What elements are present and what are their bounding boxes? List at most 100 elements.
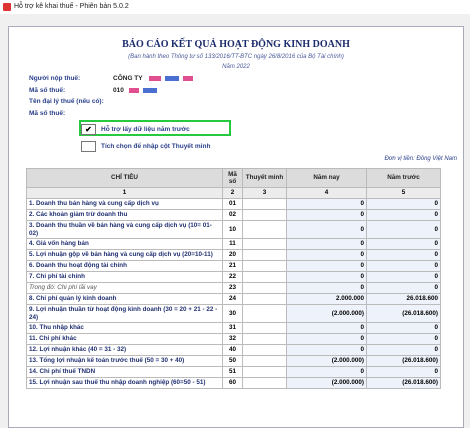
title-bar: Hỗ trợ kê khai thuế - Phiên bản 5.0.2 xyxy=(0,0,470,14)
amount-cell[interactable]: 0 xyxy=(366,344,441,356)
column-number: 5 xyxy=(366,187,441,199)
note-cell[interactable] xyxy=(242,282,287,294)
row-label: 11. Chi phí khác xyxy=(26,333,223,345)
row-code: 23 xyxy=(222,282,243,294)
row-label: 15. Lợi nhuận sau thuế thu nhập doanh ng… xyxy=(26,377,223,389)
row-label: 9. Lợi nhuận thuần từ hoạt động kinh doa… xyxy=(26,304,223,323)
checkbox[interactable]: ✔ xyxy=(81,124,96,135)
amount-cell[interactable]: 0 xyxy=(286,333,367,345)
redaction xyxy=(143,88,157,93)
row-code: 11 xyxy=(222,238,243,250)
row-label: 14. Chi phí thuế TNDN xyxy=(26,366,223,378)
note-cell[interactable] xyxy=(242,220,287,239)
table-row: 13. Tổng lợi nhuận kế toán trước thuế (5… xyxy=(26,355,441,367)
note-cell[interactable] xyxy=(242,333,287,345)
amount-cell[interactable]: 0 xyxy=(366,198,441,210)
note-cell[interactable] xyxy=(242,238,287,250)
amount-cell[interactable]: 0 xyxy=(366,282,441,294)
note-cell[interactable] xyxy=(242,209,287,221)
amount-cell[interactable]: 0 xyxy=(286,366,367,378)
amount-cell[interactable]: 0 xyxy=(366,209,441,221)
amount-cell[interactable]: 0 xyxy=(286,209,367,221)
table-row: 14. Chi phí thuế TNDN 51 0 0 xyxy=(26,366,441,378)
amount-cell[interactable]: (2.000.000) xyxy=(286,377,367,389)
note-cell[interactable] xyxy=(242,260,287,272)
note-cell[interactable] xyxy=(242,271,287,283)
row-code: 40 xyxy=(222,344,243,356)
row-code: 32 xyxy=(222,333,243,345)
column-header: Thuyết minh xyxy=(242,168,287,188)
amount-cell[interactable]: 0 xyxy=(366,366,441,378)
row-code: 22 xyxy=(222,271,243,283)
amount-cell[interactable]: 0 xyxy=(286,198,367,210)
column-header: Năm nay xyxy=(286,168,367,188)
table-row: 10. Thu nhập khác 31 0 0 xyxy=(26,322,441,334)
amount-cell[interactable]: 0 xyxy=(286,322,367,334)
checkbox[interactable] xyxy=(81,141,96,152)
table-row: 5. Lợi nhuận gộp về bán hàng và cung cấp… xyxy=(26,249,441,261)
option-label: Hỗ trợ lấy dữ liệu năm trước xyxy=(101,126,190,134)
amount-cell[interactable]: 0 xyxy=(286,220,367,239)
row-code: 20 xyxy=(222,249,243,261)
redaction xyxy=(183,76,193,81)
table-row: 11. Chi phí khác 32 0 0 xyxy=(26,333,441,345)
field-value: CÔNG TY xyxy=(113,75,143,82)
amount-cell[interactable]: 0 xyxy=(286,271,367,283)
column-number: 4 xyxy=(286,187,367,199)
amount-cell[interactable]: 0 xyxy=(286,238,367,250)
amount-cell[interactable]: (26.018.600) xyxy=(366,355,441,367)
option: Tích chọn để nhập cột Thuyết minh xyxy=(81,141,210,152)
note-cell[interactable] xyxy=(242,344,287,356)
amount-cell[interactable]: 26.018.600 xyxy=(366,293,441,305)
field-label: Tên đại lý thuế (nếu có): xyxy=(29,98,104,105)
note-cell[interactable] xyxy=(242,304,287,323)
amount-cell[interactable]: 0 xyxy=(366,249,441,261)
note-cell[interactable] xyxy=(242,366,287,378)
row-label: 2. Các khoản giảm trừ doanh thu xyxy=(26,209,223,221)
form-subtitle: (Ban hành theo Thông tư số 133/2016/TT-B… xyxy=(128,54,344,60)
window-title: Hỗ trợ kê khai thuế - Phiên bản 5.0.2 xyxy=(14,3,129,10)
note-cell[interactable] xyxy=(242,293,287,305)
row-code: 01 xyxy=(222,198,243,210)
note-cell[interactable] xyxy=(242,322,287,334)
row-label: 12. Lợi nhuận khác (40 = 31 - 32) xyxy=(26,344,223,356)
amount-cell[interactable]: (2.000.000) xyxy=(286,304,367,323)
amount-cell[interactable]: 0 xyxy=(366,260,441,272)
column-header: CHỈ TIÊU xyxy=(26,168,223,188)
form-title: BÁO CÁO KẾT QUẢ HOẠT ĐỘNG KINH DOANH xyxy=(122,39,350,50)
amount-cell[interactable]: 0 xyxy=(286,249,367,261)
note-cell[interactable] xyxy=(242,249,287,261)
table-row: 9. Lợi nhuận thuần từ hoạt động kinh doa… xyxy=(26,304,441,323)
field-label: Người nộp thuế: xyxy=(29,75,81,82)
row-code: 02 xyxy=(222,209,243,221)
note-cell[interactable] xyxy=(242,377,287,389)
note-cell[interactable] xyxy=(242,355,287,367)
table-row: 15. Lợi nhuận sau thuế thu nhập doanh ng… xyxy=(26,377,441,389)
row-label: 5. Lợi nhuận gộp về bán hàng và cung cấp… xyxy=(26,249,223,261)
row-label: 3. Doanh thu thuần về bán hàng và cung c… xyxy=(26,220,223,239)
table-row: 3. Doanh thu thuần về bán hàng và cung c… xyxy=(26,220,441,239)
note-cell[interactable] xyxy=(242,198,287,210)
amount-cell[interactable]: 0 xyxy=(366,271,441,283)
app-icon xyxy=(3,3,11,11)
row-label: 6. Doanh thu hoạt động tài chính xyxy=(26,260,223,272)
amount-cell[interactable]: 0 xyxy=(286,344,367,356)
amount-cell[interactable]: 0 xyxy=(286,282,367,294)
row-code: 50 xyxy=(222,355,243,367)
amount-cell[interactable]: 2.000.000 xyxy=(286,293,367,305)
amount-cell[interactable]: 0 xyxy=(366,333,441,345)
amount-cell[interactable]: (26.018.600) xyxy=(366,377,441,389)
amount-cell[interactable]: 0 xyxy=(286,260,367,272)
row-label: 4. Giá vốn hàng bán xyxy=(26,238,223,250)
currency-unit: Đơn vị tiền: Đồng Việt Nam xyxy=(384,156,457,162)
amount-cell[interactable]: 0 xyxy=(366,238,441,250)
amount-cell[interactable]: (2.000.000) xyxy=(286,355,367,367)
row-code: 21 xyxy=(222,260,243,272)
column-number: 3 xyxy=(242,187,287,199)
field-label: Mã số thuế: xyxy=(29,87,66,94)
amount-cell[interactable]: (26.018.600) xyxy=(366,304,441,323)
amount-cell[interactable]: 0 xyxy=(366,220,441,239)
row-label: 13. Tổng lợi nhuận kế toán trước thuế (5… xyxy=(26,355,223,367)
amount-cell[interactable]: 0 xyxy=(366,322,441,334)
